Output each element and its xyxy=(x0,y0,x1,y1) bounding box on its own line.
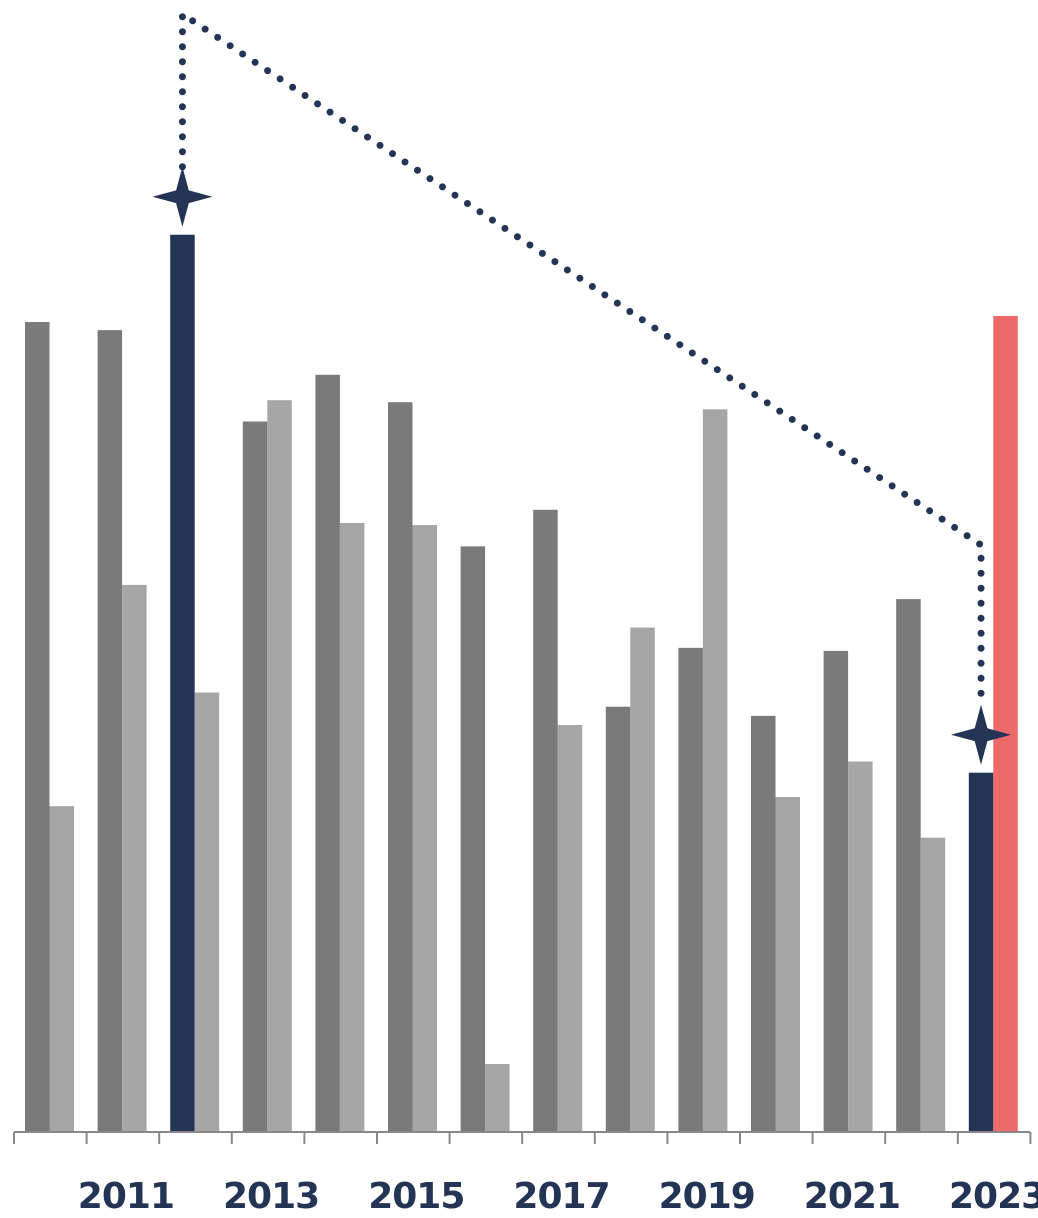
bars-group xyxy=(25,234,1018,1133)
bar-2015-series-1 xyxy=(388,402,413,1133)
x-axis xyxy=(13,1131,1032,1144)
x-tick-label-2017: 2017 xyxy=(513,1176,609,1217)
x-tick-labels: 2011 2013 2015 2017 2019 2021 2023 xyxy=(78,1176,1038,1217)
bar-2015-series-2 xyxy=(412,525,437,1132)
x-tick-label-2015: 2015 xyxy=(368,1176,464,1217)
bar-2019-series-1 xyxy=(678,647,703,1132)
x-tick-label-2011: 2011 xyxy=(78,1176,174,1217)
bar-2018-series-1 xyxy=(605,706,631,1132)
bar-2016-series-1 xyxy=(460,546,486,1132)
dotted-connector-line xyxy=(178,7,985,709)
bar-2020-series-2 xyxy=(775,797,800,1132)
bar-2017-series-1 xyxy=(533,509,558,1132)
bar-2011-series-1 xyxy=(97,330,123,1132)
star-marker-2023 xyxy=(951,704,1011,765)
bar-2020-series-1 xyxy=(751,715,776,1132)
x-tick-label-2023: 2023 xyxy=(949,1176,1038,1217)
bar-2022-series-2 xyxy=(920,837,946,1132)
bar-2019-series-2 xyxy=(702,409,728,1132)
bar-2022-series-1 xyxy=(896,599,921,1132)
bar-2023-series-1 xyxy=(968,772,994,1132)
x-tick-label-2019: 2019 xyxy=(659,1176,755,1217)
bar-2010-series-2 xyxy=(49,806,74,1132)
x-tick-label-2013: 2013 xyxy=(223,1176,319,1217)
bar-2021-series-1 xyxy=(823,650,849,1132)
bar-2011-series-2 xyxy=(122,584,147,1132)
bar-2016-series-2 xyxy=(485,1063,510,1132)
bar-2012-series-2 xyxy=(194,692,220,1132)
bar-2017-series-2 xyxy=(557,724,583,1132)
annotations-group xyxy=(152,7,1011,765)
bar-2014-series-1 xyxy=(315,374,340,1132)
x-tick-label-2021: 2021 xyxy=(804,1176,900,1217)
bar-2010-series-1 xyxy=(25,322,50,1132)
bar-2023-series-2 xyxy=(993,315,1018,1132)
bar-2013-series-2 xyxy=(267,400,292,1132)
star-marker-2012 xyxy=(152,166,213,227)
bar-2014-series-2 xyxy=(339,523,365,1132)
bar-2012-series-1 xyxy=(170,234,195,1133)
bar-2018-series-2 xyxy=(630,627,655,1132)
bar-2021-series-2 xyxy=(848,761,873,1132)
bar-2013-series-1 xyxy=(242,421,268,1132)
